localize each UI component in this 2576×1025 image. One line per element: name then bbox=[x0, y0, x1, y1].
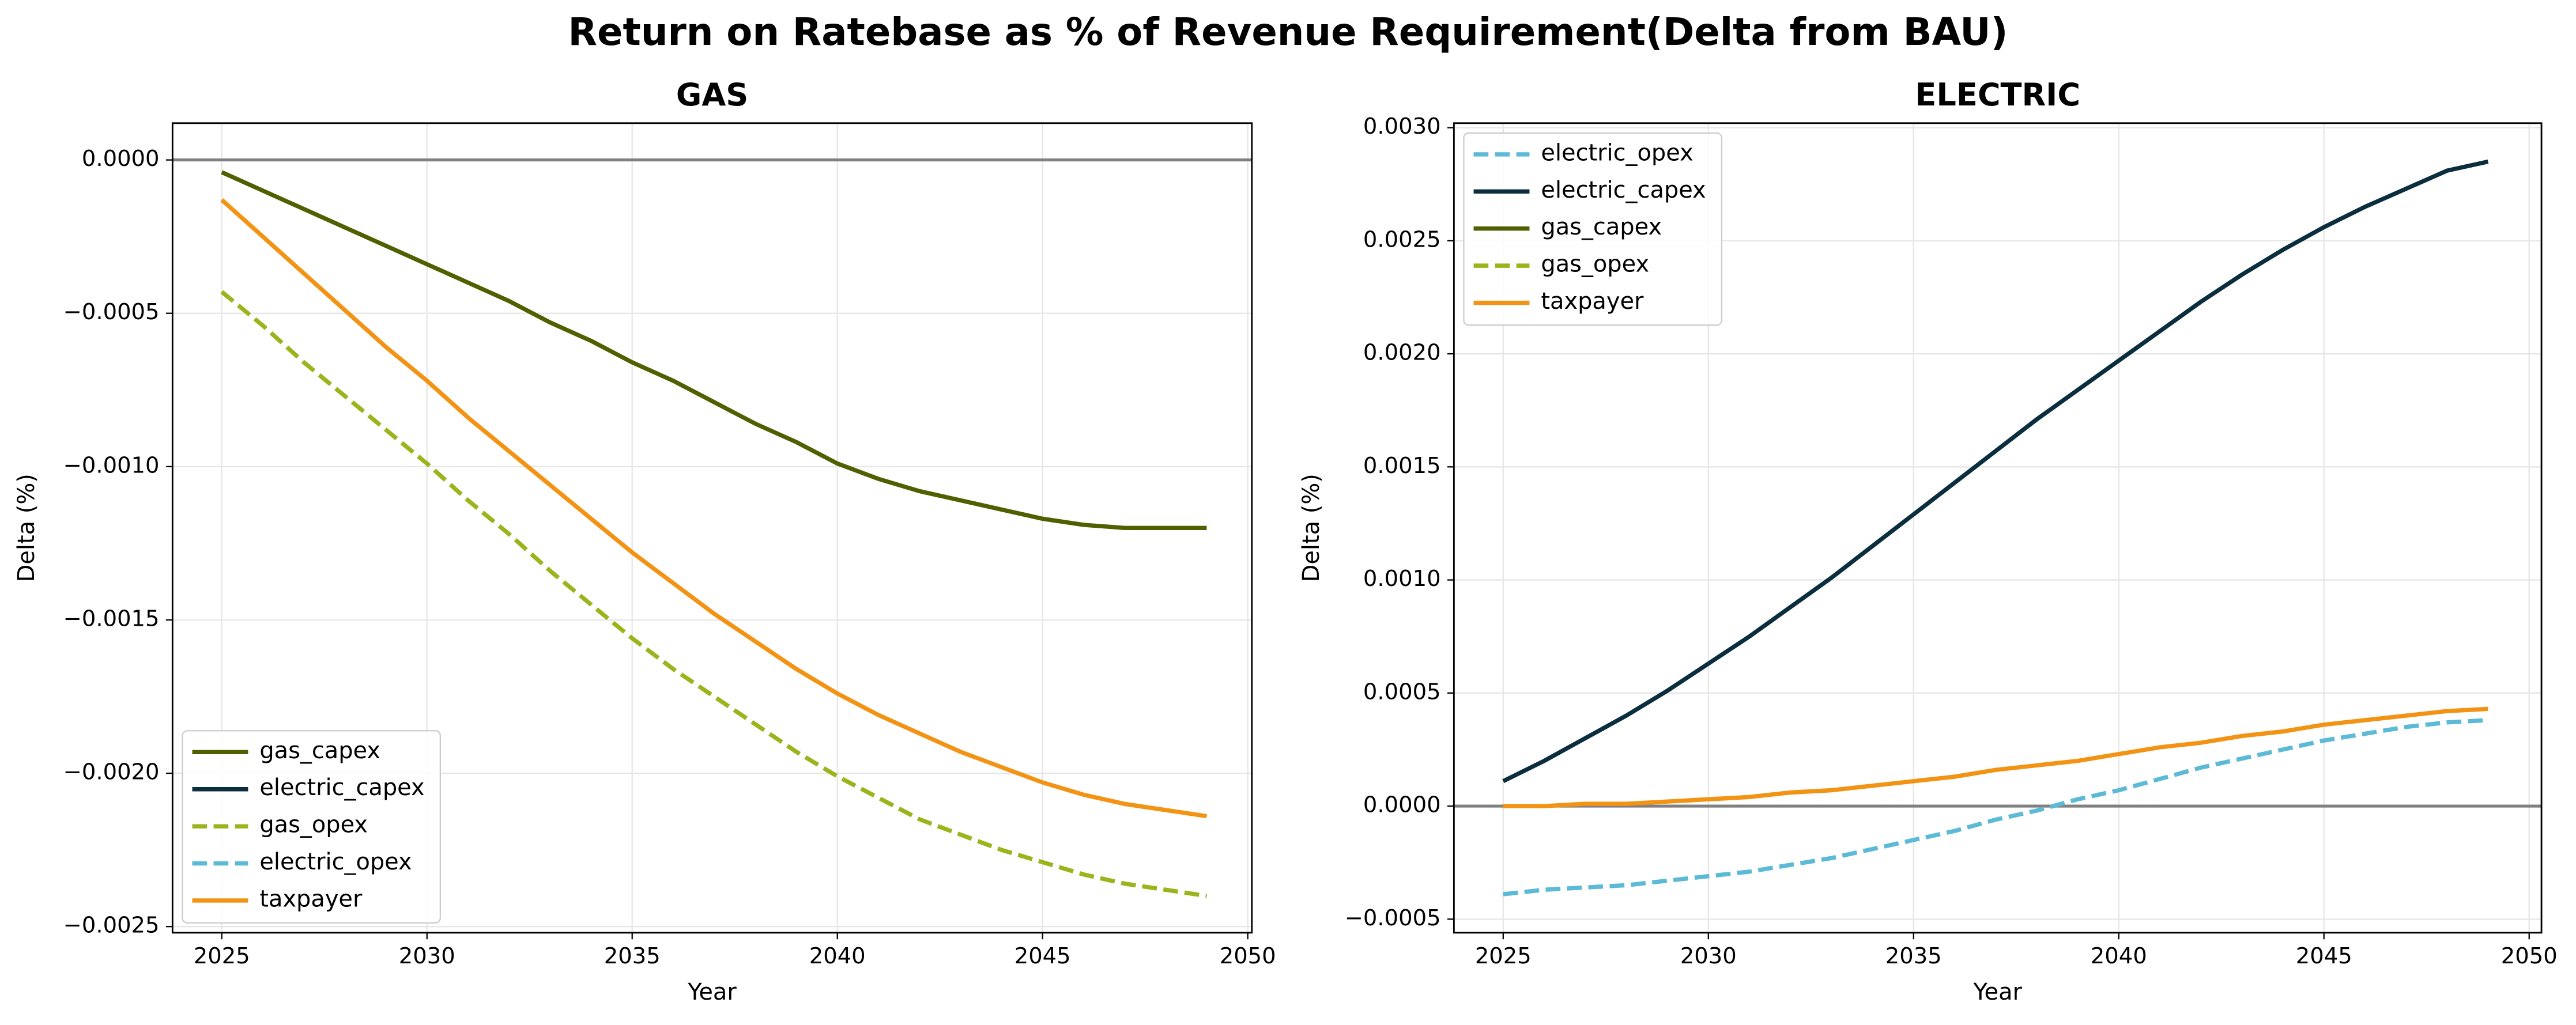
y-tick-label: −0.0005 bbox=[1345, 905, 1441, 931]
y-tick-label: 0.0005 bbox=[1363, 679, 1441, 705]
x-tick-label: 2050 bbox=[1220, 943, 1276, 969]
x-axis-label: Year bbox=[687, 979, 737, 1005]
y-tick-label: −0.0025 bbox=[63, 913, 160, 939]
axes-title: GAS bbox=[676, 77, 748, 113]
legend-label: electric_opex bbox=[259, 849, 412, 875]
legend-box bbox=[182, 730, 442, 924]
x-tick-label: 2025 bbox=[194, 943, 250, 969]
y-axis-label: Delta (%) bbox=[13, 474, 40, 582]
legend-label: electric_capex bbox=[259, 774, 424, 801]
y-tick-label: 0.0025 bbox=[1363, 226, 1441, 252]
series-line bbox=[1502, 159, 2489, 784]
series-line bbox=[1503, 718, 2488, 897]
y-tick-label: 0.0010 bbox=[1363, 566, 1441, 592]
y-axis-label: Delta (%) bbox=[1298, 474, 1325, 582]
legend-label: electric_opex bbox=[1541, 139, 1693, 166]
x-tick-label: 2030 bbox=[1680, 943, 1737, 969]
y-tick-label: 0.0015 bbox=[1363, 453, 1441, 479]
y-tick-label: −0.0015 bbox=[63, 606, 160, 631]
x-tick-label: 2045 bbox=[1014, 943, 1071, 969]
y-tick-label: 0.0000 bbox=[82, 146, 160, 172]
axes-frame bbox=[1453, 122, 2543, 934]
x-tick-label: 2030 bbox=[399, 943, 455, 969]
y-tick-label: 0.0020 bbox=[1363, 340, 1441, 366]
y-tick-label: 0.0000 bbox=[1363, 792, 1441, 818]
x-axis-label: Year bbox=[1972, 979, 2022, 1005]
axes-title: ELECTRIC bbox=[1915, 77, 2080, 113]
x-tick-label: 2025 bbox=[1475, 943, 1532, 969]
legend-label: electric_capex bbox=[1541, 177, 1706, 203]
legend-label: gas_capex bbox=[1541, 214, 1662, 240]
figure-title: Return on Ratebase as % of Revenue Requi… bbox=[568, 10, 2008, 54]
legend-label: gas_opex bbox=[1541, 251, 1649, 278]
legend-label: gas_opex bbox=[259, 812, 368, 838]
y-tick-label: −0.0010 bbox=[63, 452, 160, 478]
legend-label: gas_capex bbox=[259, 737, 380, 764]
x-tick-label: 2035 bbox=[604, 943, 661, 969]
legend-box bbox=[1463, 132, 1723, 326]
axes-frame bbox=[171, 122, 1253, 934]
y-tick-label: −0.0005 bbox=[63, 299, 160, 325]
x-tick-label: 2040 bbox=[809, 943, 866, 969]
series-line bbox=[220, 290, 1208, 898]
x-tick-label: 2040 bbox=[2091, 943, 2147, 969]
x-tick-label: 2035 bbox=[1885, 943, 1942, 969]
series-line bbox=[1503, 706, 2488, 808]
x-tick-label: 2045 bbox=[2296, 943, 2352, 969]
y-tick-label: 0.0030 bbox=[1363, 114, 1441, 139]
y-tick-label: −0.0020 bbox=[63, 759, 160, 785]
series-line bbox=[221, 170, 1207, 530]
legend-label: taxpayer bbox=[1541, 288, 1644, 315]
series-line bbox=[220, 198, 1208, 819]
legend-label: taxpayer bbox=[259, 886, 363, 912]
x-tick-label: 2050 bbox=[2501, 943, 2558, 969]
